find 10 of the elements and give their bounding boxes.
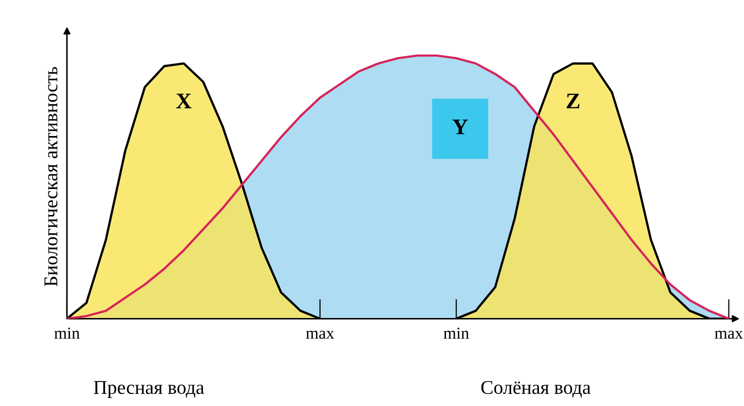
annotation: Y (452, 120, 468, 134)
x-tick-label: min (54, 328, 80, 339)
annotation: X (176, 94, 192, 108)
x-tick-label: min (444, 328, 469, 339)
annotation: Z (566, 94, 580, 108)
y-axis-title: Биологическая активность (44, 66, 58, 286)
text: Пресная вода (94, 381, 204, 398)
text: Солёная вода (481, 380, 591, 398)
x-tick-label: max (306, 330, 334, 339)
x-tick-label: max (714, 330, 743, 339)
